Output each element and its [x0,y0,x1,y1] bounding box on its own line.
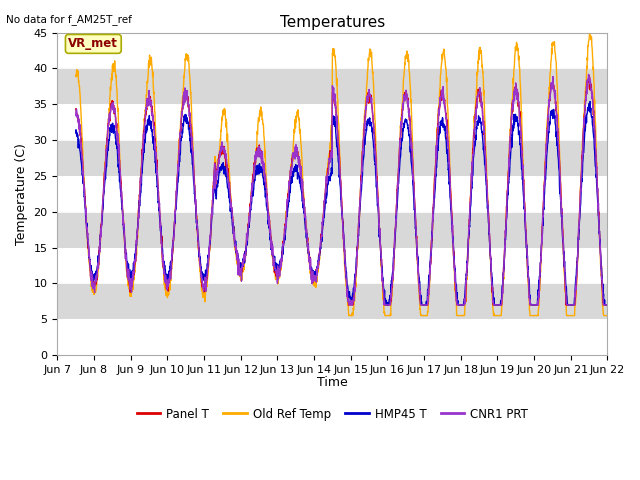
X-axis label: Time: Time [317,376,348,389]
Bar [58,176,607,212]
Y-axis label: Temperature (C): Temperature (C) [15,143,28,245]
Text: VR_met: VR_met [68,37,118,50]
Text: No data for f_AM25T_ref: No data for f_AM25T_ref [6,14,132,25]
Bar [58,104,607,140]
Legend: Panel T, Old Ref Temp, HMP45 T, CNR1 PRT: Panel T, Old Ref Temp, HMP45 T, CNR1 PRT [132,403,532,425]
Title: Temperatures: Temperatures [280,15,385,30]
Bar [58,319,607,355]
Bar [58,33,607,68]
Bar [58,248,607,283]
